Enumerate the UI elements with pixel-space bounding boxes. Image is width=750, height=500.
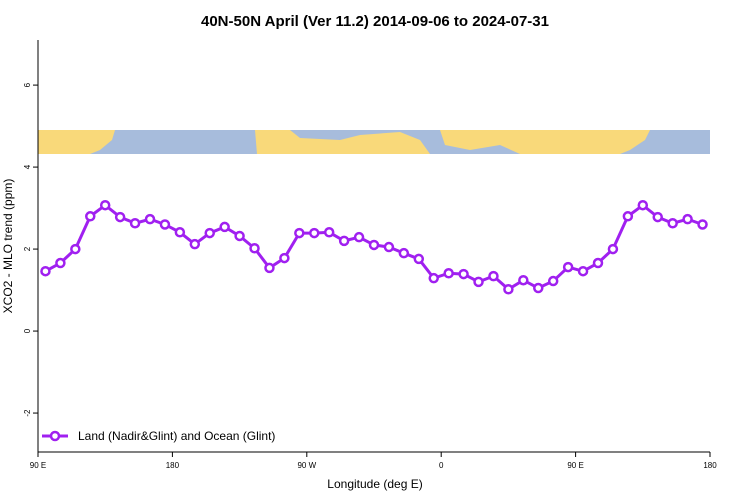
point bbox=[458, 268, 469, 280]
point bbox=[40, 265, 51, 277]
point bbox=[503, 283, 514, 295]
point bbox=[443, 268, 454, 279]
point bbox=[428, 272, 439, 284]
point bbox=[264, 262, 275, 274]
point bbox=[592, 257, 604, 269]
point bbox=[294, 227, 305, 239]
point bbox=[99, 199, 111, 211]
point bbox=[533, 282, 544, 294]
point bbox=[383, 241, 395, 253]
point bbox=[159, 219, 171, 230]
land bbox=[440, 130, 650, 154]
point bbox=[413, 253, 425, 265]
x-tick-label: 0 bbox=[439, 461, 444, 470]
point bbox=[129, 217, 141, 229]
land bbox=[255, 130, 430, 154]
point bbox=[85, 211, 96, 222]
y-tick-label: 6 bbox=[23, 82, 32, 87]
point bbox=[607, 243, 619, 255]
point bbox=[488, 270, 499, 282]
y-tick-label: -2 bbox=[23, 409, 32, 417]
point bbox=[353, 231, 365, 243]
point bbox=[114, 211, 126, 223]
point bbox=[55, 257, 66, 269]
point bbox=[368, 239, 380, 251]
point bbox=[473, 276, 484, 288]
y-axis-label: XCO2 - MLO trend (ppm) bbox=[1, 179, 15, 314]
point bbox=[547, 275, 559, 287]
point bbox=[70, 243, 81, 255]
point bbox=[697, 219, 708, 230]
point bbox=[189, 238, 201, 250]
land bbox=[38, 130, 115, 154]
point bbox=[249, 243, 260, 254]
point bbox=[637, 199, 649, 211]
x-tick-label: 180 bbox=[166, 461, 180, 470]
x-tick-label: 90 W bbox=[297, 461, 316, 470]
x-tick-label: 90 E bbox=[567, 461, 583, 470]
point bbox=[309, 227, 320, 239]
point bbox=[144, 213, 156, 225]
chart-title: 40N-50N April (Ver 11.2) 2014-09-06 to 2… bbox=[201, 13, 549, 30]
point bbox=[577, 265, 589, 277]
map-strip bbox=[38, 130, 710, 154]
y-tick-label: 2 bbox=[23, 246, 32, 251]
point bbox=[398, 247, 410, 259]
point bbox=[682, 213, 693, 225]
x-axis-label: Longitude (deg E) bbox=[327, 477, 422, 491]
x-tick-label: 180 bbox=[703, 461, 717, 470]
point bbox=[667, 217, 678, 229]
point bbox=[338, 235, 350, 247]
point bbox=[174, 227, 186, 238]
x-tick-label: 90 E bbox=[30, 461, 46, 470]
y-tick-label: 4 bbox=[23, 164, 32, 169]
point bbox=[622, 211, 634, 222]
legend-marker bbox=[49, 430, 61, 442]
point bbox=[279, 252, 290, 264]
legend-label: Land (Nadir&Glint) and Ocean (Glint) bbox=[78, 429, 275, 443]
point bbox=[204, 227, 215, 239]
y-tick-label: 0 bbox=[23, 328, 32, 333]
point bbox=[323, 227, 335, 238]
point bbox=[562, 261, 574, 273]
point bbox=[518, 274, 529, 286]
point bbox=[652, 211, 663, 223]
point bbox=[234, 230, 245, 242]
point bbox=[219, 221, 230, 233]
